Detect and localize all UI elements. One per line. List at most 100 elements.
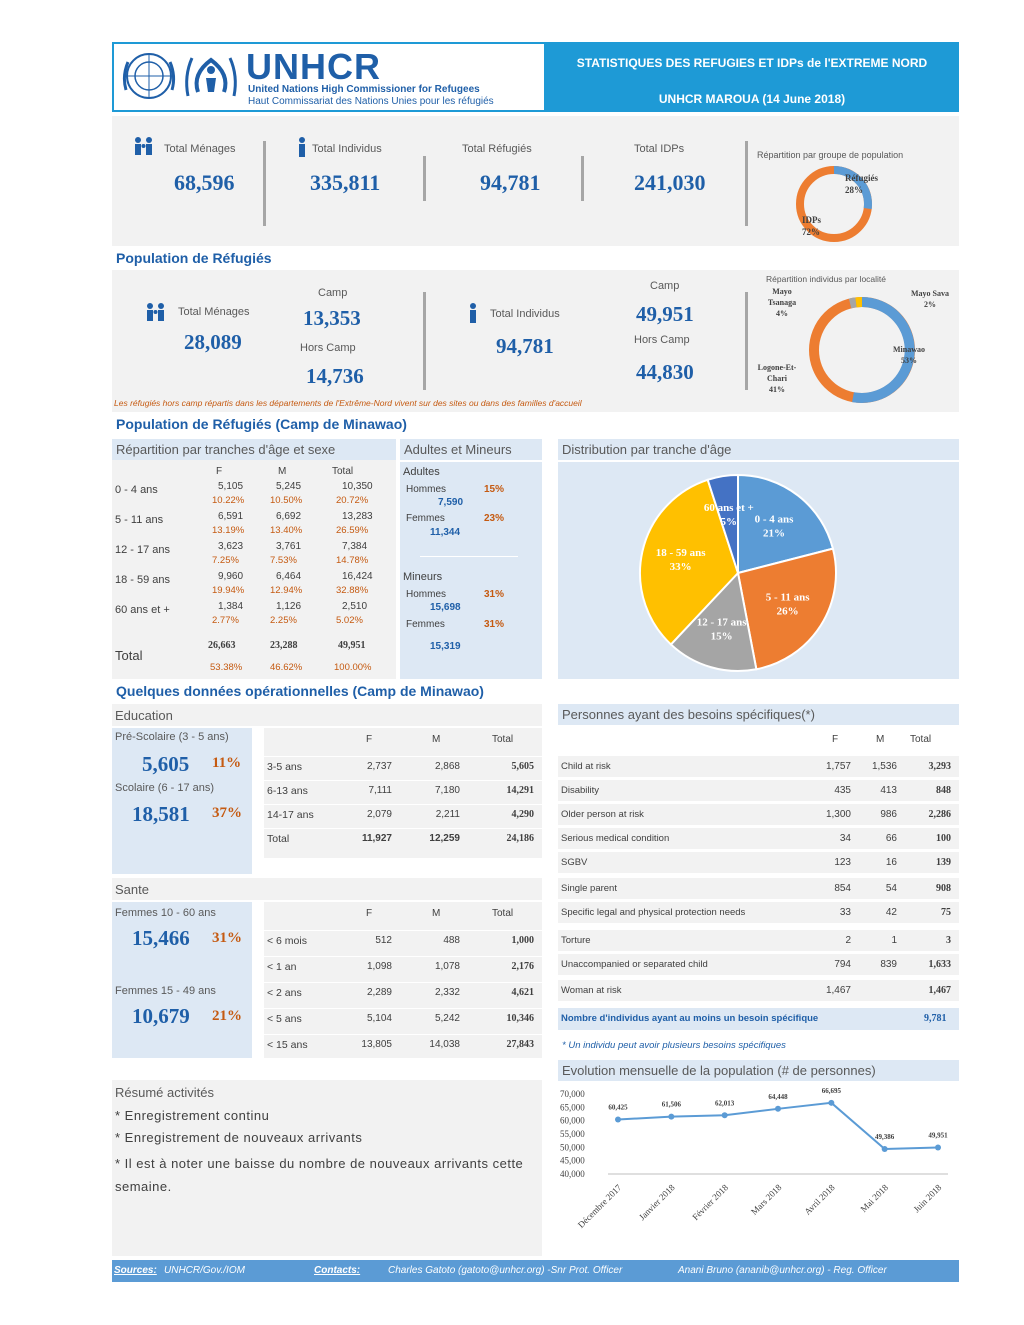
pie-value-label: 21%: [763, 528, 785, 540]
needs-row-f: 33: [839, 907, 851, 918]
divider: [420, 556, 518, 557]
person-icon: [299, 137, 305, 157]
total-idps-label: Total IDPs: [634, 143, 685, 155]
edu-row-t: 14,291: [506, 785, 535, 796]
contact-1: Charles Gatoto (gatoto@unhcr.org) -Snr P…: [388, 1265, 623, 1276]
sante-row-f: 1,098: [366, 961, 392, 972]
sante-row-m: 5,242: [434, 1013, 460, 1024]
age-row-tp: 26.59%: [336, 525, 369, 536]
age-row-fp: 19.94%: [212, 585, 245, 596]
age-row-m: 5,245: [276, 481, 302, 492]
sante-col-m: M: [432, 908, 441, 919]
sante-table: F M Total < 6 mois 512 488 1,000 < 1 an 1,098…: [264, 902, 542, 1058]
age-row-f: 6,591: [218, 511, 244, 522]
scolaire-value: 18,581: [132, 802, 190, 826]
pie-value-label: 26%: [777, 606, 799, 618]
sante-row-label: < 6 mois: [267, 935, 307, 947]
needs-row: Serious medical condition 34 66 100: [558, 828, 959, 850]
needs-col-f: F: [832, 734, 839, 745]
needs-row-label: SGBV: [561, 857, 588, 868]
ref-camp-label: Camp: [318, 287, 348, 299]
footer: Sources: UNHCR/Gov./IOM Contacts: Charle…: [112, 1260, 959, 1282]
col-total: Total: [332, 466, 354, 477]
needs-row-t: 1,467: [928, 985, 952, 996]
total-menages-value: 68,596: [174, 170, 235, 195]
pie-value-label: 33%: [670, 561, 692, 573]
mineurs-femmes-value: 15,319: [430, 641, 461, 652]
prescolaire-pct: 11%: [212, 755, 242, 771]
pie-category-label: 18 - 59 ans: [656, 547, 707, 559]
needs-row-label: Child at risk: [561, 761, 611, 772]
edu-row: 14-17 ans 2,079 2,211 4,290: [264, 804, 542, 824]
needs-row: Torture 2 1 3: [558, 930, 959, 952]
locality-donut-chart: [809, 297, 915, 403]
ref-hors-camp-label: Hors Camp: [300, 342, 356, 354]
x-tick-label: Juin 2018: [911, 1182, 943, 1214]
pie-category-label: 5 - 11 ans: [766, 592, 810, 604]
prescolaire-label: Pré-Scolaire (3 - 5 ans): [115, 731, 229, 743]
loc-label-minawao-name: Minawao: [893, 345, 925, 354]
resume-item: * Enregistrement continu: [115, 1108, 270, 1123]
age-sex-panel: Répartition par tranches d'âge et sexe F…: [112, 439, 396, 679]
age-row-m: 3,761: [276, 541, 302, 552]
ops-section-title: Quelques données opérationnelles (Camp d…: [116, 683, 484, 699]
mineurs-femmes-label: Femmes: [406, 619, 445, 630]
edu-row-f: 2,737: [366, 761, 392, 772]
needs-panel: Personnes ayant des besoins spécifiques(…: [558, 704, 959, 1054]
needs-row-f: 1,757: [825, 761, 851, 772]
age-row-t: 2,510: [342, 601, 368, 612]
line-value-label: 49,386: [875, 1133, 895, 1141]
age-pie-chart: 0 - 4 ans 21% 5 - 11 ans 26% 12 - 17 ans 15% 1…: [639, 473, 837, 672]
family-icon: [147, 303, 164, 321]
donut-label-idps-name: IDPs: [802, 215, 822, 225]
age-row-label: 5 - 11 ans: [115, 514, 164, 526]
needs-row-f: 1,300: [825, 809, 851, 820]
needs-note: * Un individu peut avoir plusieurs besoi…: [562, 1040, 786, 1051]
adults-minors-panel: Adultes et Mineurs Adultes Hommes 15% 7,…: [400, 439, 542, 679]
sante-col-total: Total: [492, 908, 514, 919]
y-tick-label: 60,000: [560, 1116, 585, 1126]
logo-box: UNHCR United Nations High Commissioner f…: [114, 44, 544, 110]
total-refugies-value: 94,781: [480, 170, 541, 195]
edu-row-label: 14-17 ans: [267, 809, 314, 821]
loc-label-mayo-sava-pct: 2%: [924, 300, 936, 309]
sante-row-f: 2,289: [366, 987, 392, 998]
needs-row: SGBV 123 16 139: [558, 852, 959, 874]
sante-row: < 5 ans 5,104 5,242 10,346: [264, 1008, 542, 1028]
sante-row-t: 1,000: [511, 935, 535, 946]
donut-label-refugies: Réfugiés 28%: [845, 172, 878, 196]
age-row-mp: 10.50%: [270, 495, 303, 506]
age-row: 0 - 4 ans 5,105 5,245 10,350 10.22% 10.50% 20.…: [112, 481, 396, 511]
mineurs-hommes-value: 15,698: [430, 602, 461, 613]
loc-label-mayo-tsanaga-pct: 4%: [776, 309, 788, 318]
needs-row-f: 34: [839, 833, 851, 844]
age-total-mp: 46.62%: [270, 662, 303, 673]
col-f: F: [216, 466, 223, 477]
needs-total-row: [558, 1008, 959, 1030]
adultes-hommes-label: Hommes: [406, 484, 447, 495]
y-tick-label: 40,000: [560, 1169, 585, 1179]
donut-label-idps: IDPs 72%: [802, 214, 821, 238]
needs-row: Woman at risk 1,467 1,467: [558, 980, 959, 1002]
needs-row-f: 854: [834, 883, 851, 894]
needs-total-label: Nombre d'individus ayant au moins un bes…: [561, 1013, 819, 1024]
education-header: [112, 704, 542, 726]
education-left: [112, 728, 252, 874]
femmes1-pct: 31%: [212, 930, 242, 946]
needs-row: Specific legal and physical protection n…: [558, 902, 959, 924]
pie-slice: [706, 473, 739, 574]
ref-hors-camp-label-2: Hors Camp: [634, 334, 690, 346]
needs-row-label: Specific legal and physical protection n…: [561, 907, 746, 918]
pie-slice: [737, 473, 835, 575]
total-refugies-label: Total Réfugiés: [462, 143, 532, 155]
org-name-en: United Nations High Commissioner for Ref…: [248, 84, 480, 95]
sante-row-t: 2,176: [511, 961, 535, 972]
femmes2-pct: 21%: [212, 1008, 242, 1024]
loc-label-mayo-tsanaga-name: Mayo Tsanaga: [767, 287, 797, 307]
x-tick-label: Mai 2018: [858, 1182, 890, 1214]
report-date: UNHCR MAROUA (14 June 2018): [658, 92, 846, 106]
x-tick-label: Février 2018: [690, 1182, 730, 1222]
needs-row-label: Serious medical condition: [561, 833, 670, 844]
age-row-m: 6,692: [276, 511, 302, 522]
pie-slice: [669, 570, 758, 672]
